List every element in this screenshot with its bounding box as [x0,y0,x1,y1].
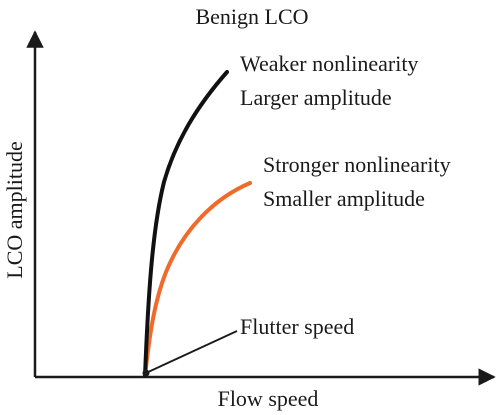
weak-nonlinearity-curve [143,70,229,378]
y-axis-label: LCO amplitude [2,141,27,278]
strong-nonlinearity-curve [143,181,252,378]
weak-curve-label-line2: Larger amplitude [240,85,392,110]
flutter-speed-label: Flutter speed [240,314,354,339]
flutter-speed-pointer [145,330,238,374]
weak-curve-label-line1: Weaker nonlinearity [240,51,418,76]
x-axis-label: Flow speed [218,386,319,411]
flutter-point [142,369,150,377]
strong-curve-label-line2: Smaller amplitude [263,186,425,211]
strong-curve-label-line1: Stronger nonlinearity [263,152,451,177]
diagram-title: Benign LCO [195,4,308,29]
